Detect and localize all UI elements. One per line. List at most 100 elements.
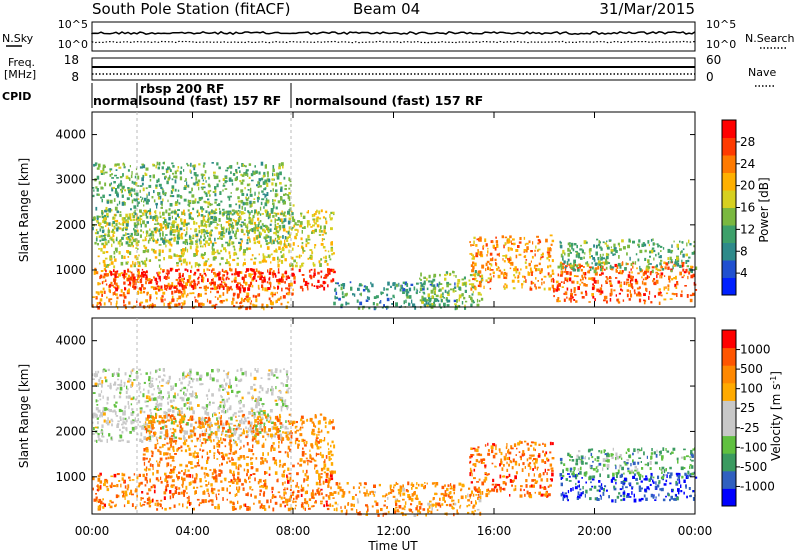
heatmap-cell [149,298,151,302]
heatmap-cell [301,438,305,442]
heatmap-cell [226,167,229,170]
heatmap-cell [162,269,165,273]
heatmap-cell [244,187,246,190]
heatmap-cell [98,215,101,218]
heatmap-cell [295,495,298,500]
heatmap-cell [673,277,677,280]
heatmap-cell [118,367,120,372]
heatmap-cell [202,438,206,441]
heatmap-cell [116,177,119,179]
heatmap-cell [113,395,116,399]
heatmap-cell [121,477,124,481]
heatmap-cell [677,247,679,250]
heatmap-cell [189,369,192,374]
heatmap-cell [667,287,670,291]
heatmap-cell [329,258,332,261]
heatmap-cell [99,262,101,265]
heatmap-cell [188,261,191,265]
heatmap-cell [402,288,406,292]
heatmap-cell [215,474,218,478]
heatmap-cell [598,240,601,243]
heatmap-cell [246,416,250,419]
heatmap-cell [186,279,189,283]
heatmap-cell [655,279,659,284]
heatmap-cell [599,253,602,258]
heatmap-cell [210,203,213,206]
heatmap-cell [266,289,269,292]
heatmap-cell [113,240,115,244]
heatmap-cell [193,253,196,257]
heatmap-cell [208,264,212,268]
heatmap-cell [227,261,230,264]
heatmap-cell [96,220,99,223]
heatmap-cell [280,407,283,412]
heatmap-cell [218,412,220,414]
heatmap-cell [139,189,141,193]
heatmap-cell [110,182,112,185]
heatmap-cell [332,211,335,214]
heatmap-cell [311,428,315,433]
heatmap-cell [95,296,98,299]
heatmap-cell [148,234,151,237]
heatmap-cell [367,288,370,291]
heatmap-cell [299,225,303,228]
heatmap-cell [518,241,522,244]
heatmap-cell [329,458,332,460]
heatmap-cell [507,257,509,260]
heatmap-cell [332,278,335,282]
heatmap-cell [262,505,266,509]
heatmap-cell [158,195,162,200]
colorbar-block [722,155,736,173]
heatmap-cell [421,287,425,291]
heatmap-cell [659,245,663,248]
heatmap-cell [248,220,251,224]
heatmap-cell [250,300,252,303]
heatmap-cell [261,198,265,201]
heatmap-cell [229,439,232,442]
heatmap-cell [573,290,576,294]
heatmap-cell [228,263,231,267]
heatmap-cell [682,253,685,258]
heatmap-cell [281,424,284,429]
heatmap-cell [279,413,281,417]
heatmap-cell [599,293,602,296]
heatmap-cell [235,203,238,206]
heatmap-cell [103,280,105,283]
heatmap-cell [146,305,149,308]
heatmap-cell [105,206,108,211]
heatmap-cell [189,373,192,376]
noise-left-tick-bottom: 10^0 [58,38,88,51]
heatmap-cell [194,455,197,459]
heatmap-cell [228,417,231,420]
heatmap-cell [94,241,97,245]
heatmap-cell [604,295,608,300]
heatmap-cell [144,272,146,276]
heatmap-cell [146,279,150,282]
heatmap-cell [250,386,253,390]
heatmap-cell [602,257,606,260]
heatmap-cell [283,245,286,248]
heatmap-cell [559,263,563,268]
heatmap-cell [634,291,636,295]
heatmap-cell [260,232,262,236]
heatmap-cell [676,262,680,267]
heatmap-cell [137,240,140,243]
heatmap-cell [205,432,208,435]
heatmap-cell [240,225,243,228]
heatmap-cell [295,504,297,507]
heatmap-cell [239,407,242,410]
heatmap-cell [486,254,488,257]
heatmap-cell [226,498,228,501]
heatmap-cell [498,267,500,269]
heatmap-cell [202,208,205,211]
heatmap-cell [204,292,207,295]
heatmap-cell [94,164,97,167]
heatmap-cell [186,227,188,231]
heatmap-cell [546,257,549,260]
heatmap-cell [166,180,169,185]
heatmap-cell [140,497,142,501]
heatmap-cell [240,199,244,204]
heatmap-cell [651,249,654,254]
heatmap-cell [557,297,560,300]
heatmap-cell [454,303,457,306]
